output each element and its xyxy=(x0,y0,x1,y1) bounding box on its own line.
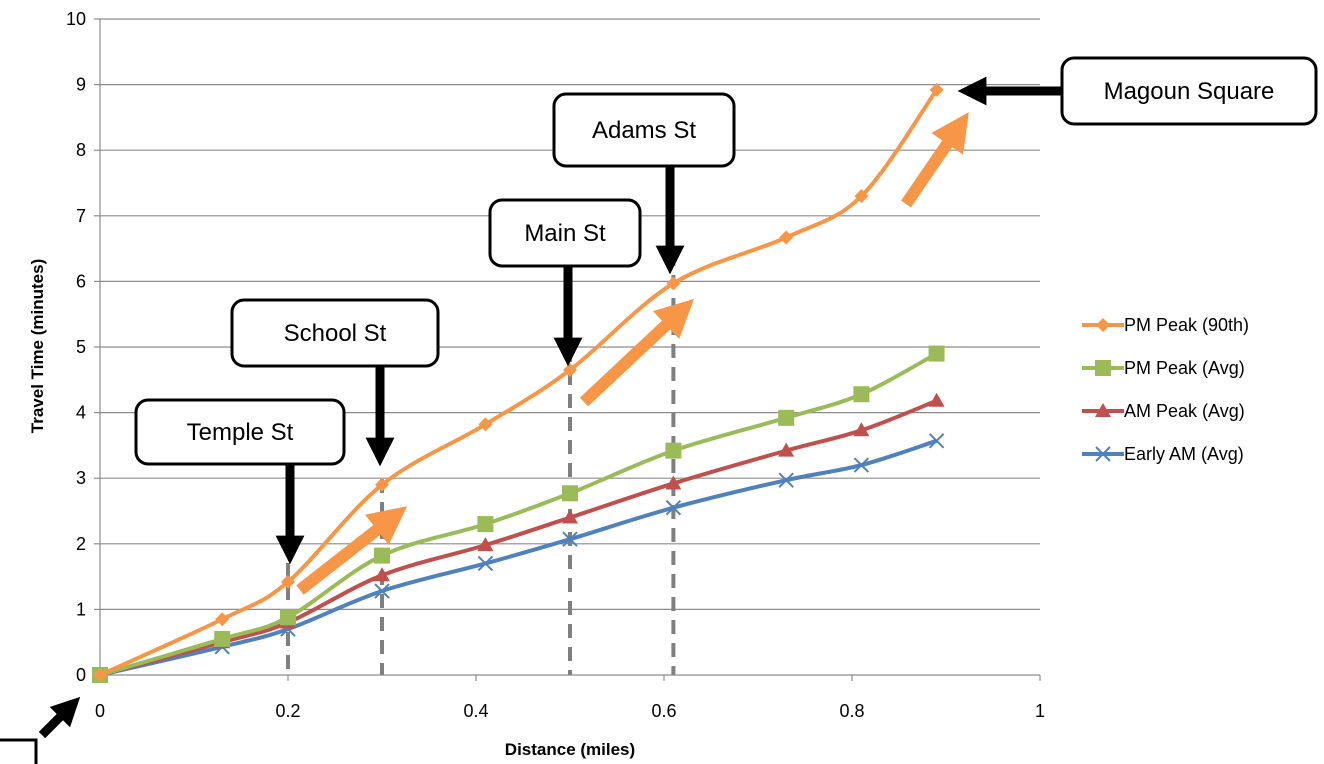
data-point xyxy=(665,442,682,459)
data-point xyxy=(563,362,577,377)
callout-label: Temple St xyxy=(187,419,294,446)
y-tick-label: 0 xyxy=(76,665,86,685)
series-group xyxy=(92,82,945,683)
y-tick-label: 10 xyxy=(66,9,86,29)
data-point xyxy=(214,630,231,647)
legend-marker xyxy=(1096,318,1110,332)
data-point xyxy=(666,276,681,291)
callout-label: School St xyxy=(284,320,387,347)
y-axis-ticks: 0 1 2 3 4 5 6 7 8 9 10 xyxy=(66,9,100,685)
data-point xyxy=(562,509,578,524)
series-pm-peak-avg- xyxy=(92,345,945,683)
callout-main-st: Main St xyxy=(488,198,642,367)
y-tick-label: 6 xyxy=(76,271,86,291)
callout-box xyxy=(134,398,346,466)
legend-label: PM Peak (90th) xyxy=(1124,315,1249,335)
x-axis-ticks: 0 0.2 0.4 0.6 0.8 1 xyxy=(95,675,1045,721)
data-point xyxy=(853,422,870,437)
street-callouts: Temple St School St Main St Adams St Magoun … xyxy=(134,56,1318,565)
data-point xyxy=(374,567,390,582)
data-point xyxy=(665,500,682,516)
data-point xyxy=(374,547,390,564)
series-am-peak-avg- xyxy=(92,392,945,681)
x-tick-label: 0 xyxy=(95,701,105,721)
callout-box xyxy=(552,92,736,168)
trend-arrows xyxy=(296,112,969,595)
data-point xyxy=(478,417,493,432)
callout-box xyxy=(488,198,642,268)
data-point xyxy=(665,475,682,490)
start-callout xyxy=(0,696,81,764)
y-tick-label: 3 xyxy=(76,468,86,488)
series-line xyxy=(99,398,938,677)
data-point xyxy=(281,574,295,589)
data-point xyxy=(562,485,578,502)
legend-marker xyxy=(1095,446,1111,462)
legend-label: PM Peak (Avg) xyxy=(1124,358,1245,378)
y-tick-label: 8 xyxy=(76,140,86,160)
y-tick-label: 1 xyxy=(76,599,86,619)
data-point xyxy=(778,409,795,426)
data-point xyxy=(93,668,107,682)
data-point xyxy=(215,612,230,627)
series-line xyxy=(99,351,938,677)
series-line xyxy=(99,438,938,677)
data-point xyxy=(778,442,795,457)
y-tick-label: 7 xyxy=(76,206,86,226)
x-axis-title: Distance (miles) xyxy=(505,740,635,759)
series-pm-peak-90th- xyxy=(93,82,944,682)
y-tick-label: 5 xyxy=(76,337,86,357)
data-point xyxy=(929,82,944,97)
series-line xyxy=(99,88,939,677)
legend-item: PM Peak (90th) xyxy=(1082,315,1249,335)
data-point xyxy=(853,457,870,473)
callout-box xyxy=(1060,56,1318,126)
data-point xyxy=(477,516,494,533)
data-point xyxy=(375,477,389,492)
data-point xyxy=(562,531,578,547)
callout-label: Adams St xyxy=(592,117,696,144)
legend-item: AM Peak (Avg) xyxy=(1082,401,1245,421)
x-tick-label: 0.8 xyxy=(839,701,864,721)
data-point xyxy=(853,386,870,403)
callout-school-st: School St xyxy=(230,298,440,467)
y-tick-label: 2 xyxy=(76,534,86,554)
y-axis-title: Travel Time (minutes) xyxy=(28,259,47,433)
data-point xyxy=(928,433,945,449)
legend-marker xyxy=(1095,360,1111,376)
callout-temple-st: Temple St xyxy=(134,398,346,565)
data-point xyxy=(779,230,794,245)
x-tick-label: 1 xyxy=(1035,701,1045,721)
data-point xyxy=(928,345,945,362)
y-tick-label: 9 xyxy=(76,75,86,95)
legend-label: Early AM (Avg) xyxy=(1124,444,1244,464)
callout-box xyxy=(230,298,440,368)
legend-item: Early AM (Avg) xyxy=(1082,444,1244,464)
data-point xyxy=(854,189,869,204)
legend-item: PM Peak (Avg) xyxy=(1082,358,1245,378)
x-tick-label: 0.4 xyxy=(463,701,488,721)
trend-arrow xyxy=(901,112,969,208)
trend-arrow xyxy=(579,298,695,407)
legend-label: AM Peak (Avg) xyxy=(1124,401,1245,421)
data-point xyxy=(280,609,296,626)
data-point xyxy=(477,537,494,552)
legend-marker xyxy=(1095,403,1111,417)
trend-arrow xyxy=(296,506,408,595)
y-tick-label: 4 xyxy=(76,403,86,423)
data-point xyxy=(928,392,945,407)
callout-adams-st: Adams St xyxy=(552,92,736,275)
callout-label: Magoun Square xyxy=(1104,78,1275,105)
callout-label: Main St xyxy=(524,220,606,247)
legend: PM Peak (90th) PM Peak (Avg) AM Peak (Avg)… xyxy=(1082,315,1249,464)
data-point xyxy=(778,472,794,488)
callout-magoun-square: Magoun Square xyxy=(957,56,1318,126)
x-tick-label: 0.2 xyxy=(275,701,300,721)
data-point xyxy=(477,555,494,572)
x-tick-label: 0.6 xyxy=(651,701,676,721)
data-point xyxy=(374,583,390,599)
